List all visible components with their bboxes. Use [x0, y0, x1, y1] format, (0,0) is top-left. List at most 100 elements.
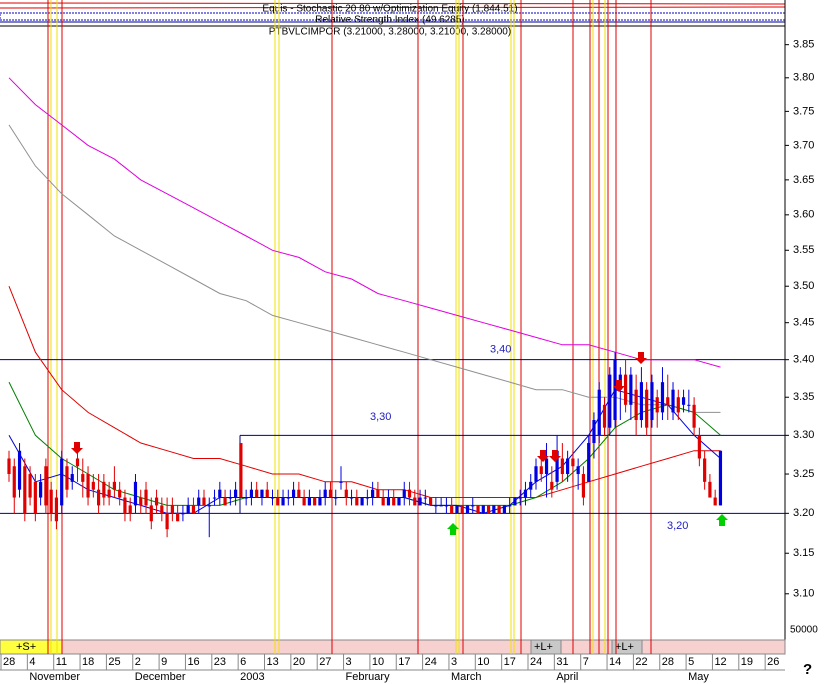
signal-marker: +L+ [615, 641, 634, 653]
candle-body [386, 497, 391, 506]
candle-body [81, 474, 85, 482]
candle-body [581, 474, 586, 498]
signal-marker: +S+ [16, 641, 36, 653]
candle-body [407, 489, 412, 498]
x-tick-label: 5 [688, 656, 694, 668]
candle-body [7, 458, 11, 475]
candle-body [671, 389, 675, 413]
candle-body [471, 505, 475, 507]
candle-body [297, 489, 301, 498]
x-tick-label: 23 [214, 656, 226, 668]
y-tick-label: 3.75 [793, 105, 814, 117]
candle-body [687, 404, 691, 406]
candle-body [629, 374, 633, 405]
x-tick-label: 16 [187, 656, 199, 668]
candle-body [371, 489, 375, 498]
candle-body [202, 497, 206, 506]
y-tick-label: 3.25 [793, 468, 814, 480]
candle-body [376, 489, 380, 498]
candle-body [286, 497, 290, 499]
candle-body [107, 489, 111, 498]
candle-body [75, 458, 80, 467]
x-tick-label: 25 [108, 656, 120, 668]
candle-body [191, 505, 196, 514]
x-tick-label: 19 [741, 656, 753, 668]
candle-body [70, 474, 74, 482]
x-tick-label: 17 [398, 656, 410, 668]
y-tick-label: 3.55 [793, 244, 814, 256]
candle-body [281, 497, 285, 506]
candle-body [28, 474, 32, 498]
y-tick-label: 3.70 [793, 139, 814, 151]
candle-body [307, 497, 311, 506]
candle-body [666, 397, 670, 405]
candle-body [623, 374, 628, 405]
candle-body [291, 489, 296, 498]
volume-label: 50000 [790, 625, 818, 636]
level-label: 3,20 [667, 520, 688, 532]
candle-body [566, 458, 570, 475]
candle-body [439, 505, 443, 507]
candle-body [23, 466, 27, 514]
candle-body [450, 505, 454, 514]
candle-body [481, 505, 485, 514]
candle-body [249, 489, 254, 498]
month-label: February [346, 671, 391, 683]
x-tick-label: 24 [425, 656, 437, 668]
x-tick-label: 6 [240, 656, 246, 668]
candle-body [539, 466, 543, 475]
candle-body [381, 497, 385, 506]
candle-body [212, 497, 217, 499]
candle-body [660, 382, 665, 413]
help-button[interactable]: ? [803, 661, 812, 678]
header-line: Relative Strength Index (49.6285) [315, 15, 465, 26]
x-tick-label: 12 [714, 656, 726, 668]
candle-body [102, 481, 106, 498]
candle-body [692, 404, 696, 428]
candle-body [334, 497, 338, 499]
candle-body [476, 505, 480, 514]
candle-body [154, 497, 159, 506]
candle-body [560, 458, 564, 475]
candle-body [703, 458, 707, 482]
candle-body [676, 397, 680, 413]
candle-body [397, 497, 401, 506]
candle-body [12, 466, 16, 498]
month-label: November [29, 671, 80, 683]
month-label: March [451, 671, 482, 683]
candle-body [592, 420, 596, 444]
candle-body [360, 497, 364, 506]
candle-body [713, 497, 717, 506]
candle-body [170, 505, 174, 514]
x-tick-label: 18 [82, 656, 94, 668]
moving-average [8, 286, 721, 498]
candle-body [133, 481, 138, 506]
candle-body [608, 374, 612, 428]
candle-body [270, 497, 275, 499]
month-label: April [556, 671, 578, 683]
candle-body [413, 497, 417, 506]
x-tick-label: 28 [3, 656, 15, 668]
candle-body [54, 497, 59, 522]
y-tick-label: 3.65 [793, 174, 814, 186]
candle-body [402, 489, 406, 498]
x-tick-label: 9 [161, 656, 167, 668]
candle-body [355, 497, 359, 506]
candle-body [544, 458, 549, 475]
candle-body [486, 505, 491, 514]
candle-body [697, 435, 701, 459]
candle-body [708, 481, 712, 498]
x-tick-label: 31 [556, 656, 568, 668]
candle-body [17, 450, 22, 490]
x-tick-label: 17 [504, 656, 516, 668]
candle-body [49, 489, 53, 514]
y-tick-label: 3.80 [793, 72, 814, 84]
y-tick-label: 3.60 [793, 209, 814, 221]
candle-body [197, 497, 201, 506]
candle-body [639, 382, 643, 421]
candle-body [65, 466, 69, 490]
moving-average [8, 77, 721, 368]
candle-body [460, 505, 464, 514]
month-label: May [688, 671, 709, 683]
